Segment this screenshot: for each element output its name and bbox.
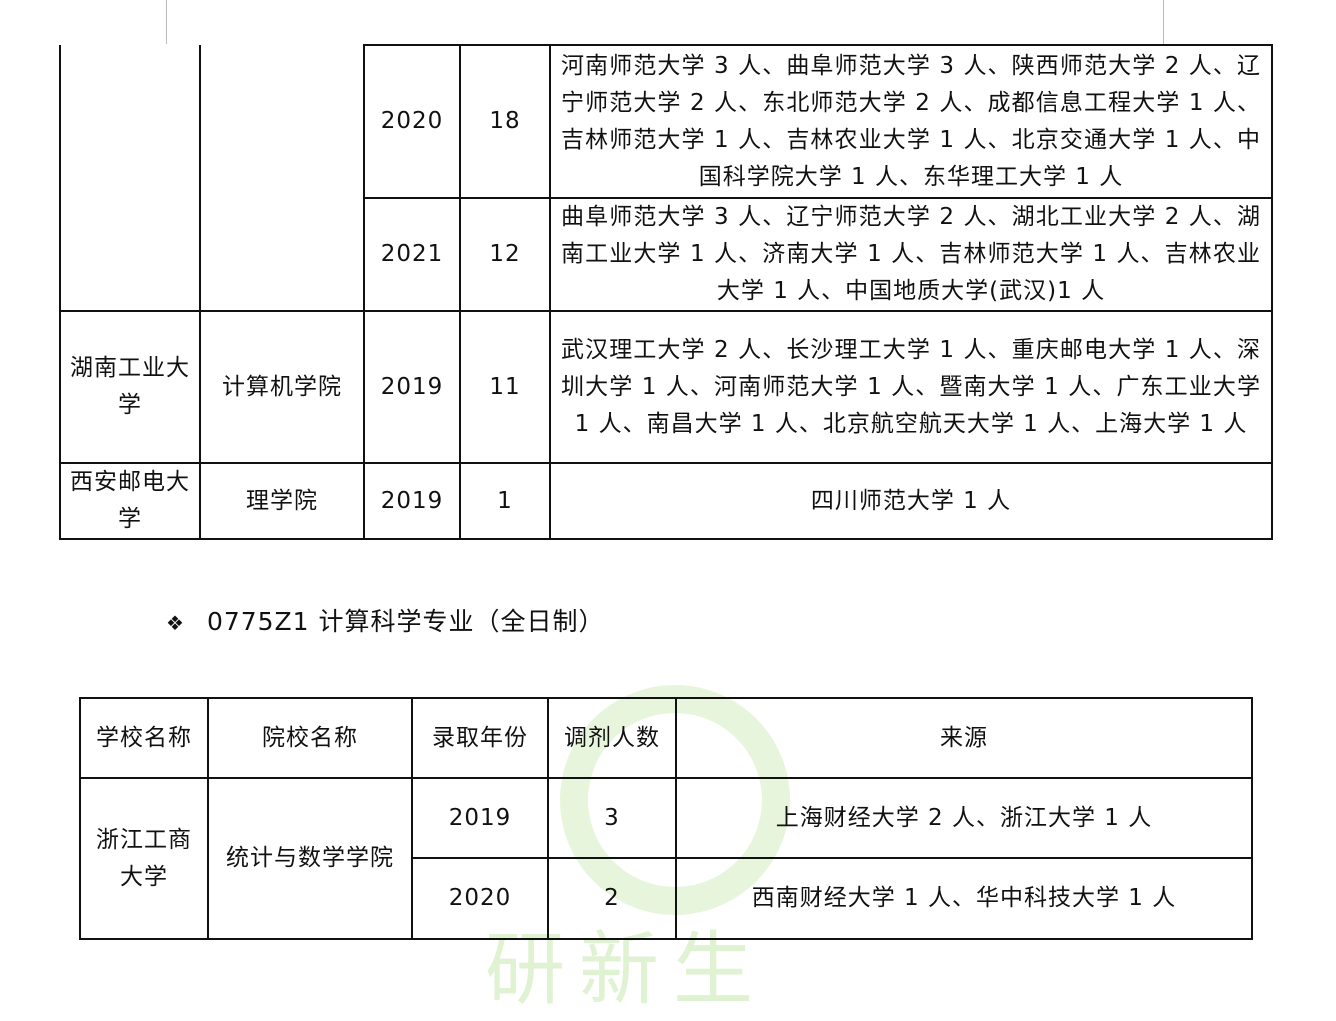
table-row: 2021 12 曲阜师范大学 3 人、辽宁师范大学 2 人、湖北工业大学 2 人…	[60, 197, 1273, 312]
table-row: 2020 18 河南师范大学 3 人、曲阜师范大学 3 人、陕西师范大学 2 人…	[59, 44, 1273, 312]
count-cell: 3	[547, 777, 677, 859]
count-cell: 11	[459, 310, 551, 464]
admissions-table-continued: 2020 18 河南师范大学 3 人、曲阜师范大学 3 人、陕西师范大学 2 人…	[59, 44, 1273, 540]
year-cell: 2020	[363, 44, 461, 199]
header-count: 调剂人数	[547, 697, 677, 779]
college-cell: 理学院	[199, 462, 365, 540]
college-cell: 统计与数学学院	[207, 777, 413, 940]
college-cell: 计算机学院	[199, 310, 365, 464]
count-cell: 2	[547, 857, 677, 940]
year-cell: 2019	[363, 462, 461, 540]
diamond-bullet-icon: ❖	[166, 611, 185, 635]
page-margin-mark	[1163, 0, 1164, 44]
table-row: 湖南工业大学 计算机学院 2019 11 武汉理工大学 2 人、长沙理工大学 1…	[59, 310, 1273, 464]
header-college: 院校名称	[207, 697, 413, 779]
source-cell: 河南师范大学 3 人、曲阜师范大学 3 人、陕西师范大学 2 人、辽宁师范大学 …	[549, 44, 1273, 199]
school-cell: 浙江工商大学	[79, 777, 209, 940]
source-cell: 曲阜师范大学 3 人、辽宁师范大学 2 人、湖北工业大学 2 人、湖南工业大学 …	[549, 197, 1273, 312]
computing-science-admissions-table: 学校名称 院校名称 录取年份 调剂人数 来源 浙江工商大学 统计与数学学院 20…	[79, 697, 1253, 940]
school-cell	[59, 45, 201, 312]
section-title: 0775Z1 计算科学专业（全日制）	[206, 607, 605, 636]
source-cell: 武汉理工大学 2 人、长沙理工大学 1 人、重庆邮电大学 1 人、深圳大学 1 …	[549, 310, 1273, 464]
header-source: 来源	[675, 697, 1253, 779]
source-cell: 四川师范大学 1 人	[549, 462, 1273, 540]
year-cell: 2019	[363, 310, 461, 464]
count-cell: 1	[459, 462, 551, 540]
year-cell: 2020	[411, 857, 549, 940]
source-cell: 上海财经大学 2 人、浙江大学 1 人	[675, 777, 1253, 859]
year-cell: 2021	[363, 197, 461, 312]
table-row: 浙江工商大学 统计与数学学院 2019 3 上海财经大学 2 人、浙江大学 1 …	[79, 777, 1253, 940]
table-row: 2020 2 西南财经大学 1 人、华中科技大学 1 人	[80, 857, 1253, 940]
header-school: 学校名称	[79, 697, 209, 779]
college-cell	[199, 45, 365, 312]
count-cell: 12	[459, 197, 551, 312]
page-margin-mark	[166, 0, 167, 44]
section-heading: ❖ 0775Z1 计算科学专业（全日制）	[166, 602, 605, 638]
source-cell: 西南财经大学 1 人、华中科技大学 1 人	[675, 857, 1253, 940]
header-year: 录取年份	[411, 697, 549, 779]
table-row: 西安邮电大学 理学院 2019 1 四川师范大学 1 人	[59, 462, 1273, 540]
table-header-row: 学校名称 院校名称 录取年份 调剂人数 来源	[79, 697, 1253, 779]
count-cell: 18	[459, 44, 551, 199]
school-cell: 西安邮电大学	[59, 462, 201, 540]
year-cell: 2019	[411, 777, 549, 859]
school-cell: 湖南工业大学	[59, 310, 201, 464]
